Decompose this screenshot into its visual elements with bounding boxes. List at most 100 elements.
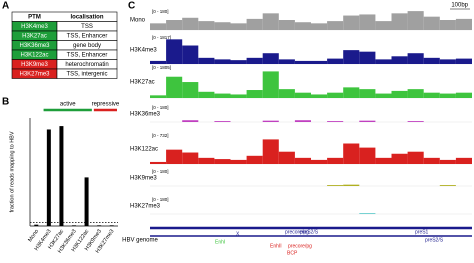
signal-bar [359, 120, 376, 122]
signal-bar [150, 161, 167, 164]
signal-bar [311, 94, 328, 98]
bar [97, 225, 102, 226]
signal-bar [294, 22, 311, 30]
signal-bar [359, 14, 376, 30]
signal-bar [359, 89, 376, 98]
signal-bar [407, 89, 424, 98]
signal-bar [198, 157, 215, 164]
signal-bar [262, 139, 279, 164]
table-header-text: localisation [70, 14, 103, 20]
loc-text: TSS, Enhancer [67, 33, 108, 39]
group-label: repressive [92, 102, 120, 108]
signal-bar [423, 16, 440, 30]
track-range: [0 - 1805] [152, 65, 171, 70]
signal-bar [182, 152, 199, 164]
signal-bar [311, 159, 328, 164]
signal-bar [246, 57, 263, 64]
loc-text: TSS, intergenic [66, 71, 107, 77]
ptm-text: H3K4me3 [21, 24, 48, 30]
track-range: [0 - 180] [152, 197, 169, 202]
signal-bar [150, 95, 167, 98]
signal-bar [375, 21, 392, 30]
signal-bar [230, 159, 247, 164]
ptm-text: H3K122ac [20, 52, 48, 58]
bar [109, 225, 114, 226]
feature-label: precore/pg [288, 243, 312, 249]
bar [59, 126, 64, 226]
signal-bar [327, 58, 344, 64]
signal-bar [294, 157, 311, 164]
feature-label: preS2/S [425, 237, 444, 243]
signal-bar [214, 59, 231, 64]
signal-bar [343, 15, 360, 30]
track-range: [0 - 180] [152, 169, 169, 174]
signal-bar [343, 87, 360, 98]
feature-label: precore/pg [285, 229, 309, 235]
signal-bar [166, 39, 183, 64]
track-range: [0 - 1817] [152, 35, 171, 40]
signal-bar [166, 149, 183, 164]
signal-bar [150, 23, 167, 30]
ptm-text: H3K9me3 [21, 62, 48, 68]
signal-bar [230, 23, 247, 30]
bar [46, 129, 51, 226]
feature-label: preS1 [415, 229, 429, 235]
signal-bar [439, 185, 456, 186]
signal-bar [246, 90, 263, 98]
genome-label: HBV genome [122, 238, 158, 244]
signal-bar [343, 143, 360, 164]
signal-bar [294, 60, 311, 64]
signal-bar [230, 60, 247, 64]
signal-bar [262, 13, 279, 31]
bar [34, 224, 39, 226]
signal-bar [439, 93, 456, 98]
signal-bar [327, 92, 344, 98]
signal-bar [214, 121, 231, 122]
signal-bar [327, 121, 344, 122]
track-range: [0 - 180] [152, 105, 169, 110]
signal-bar [166, 20, 183, 30]
signal-bar [198, 91, 215, 98]
feature-label: preS2/S [300, 229, 319, 235]
signal-bar [327, 157, 344, 164]
signal-bar [423, 157, 440, 164]
panel-label: B [2, 97, 9, 108]
track-name: H3K4me3 [130, 48, 157, 54]
panel-label: A [2, 1, 9, 12]
signal-bar [262, 71, 279, 98]
signal-bar [455, 157, 472, 164]
track-name: H3K36me3 [130, 112, 161, 118]
feature-label: X [236, 231, 240, 237]
signal-bar [343, 50, 360, 64]
ptm-text: H3K36me3 [19, 43, 50, 49]
track-name: H3K122ac [130, 147, 158, 153]
signal-bar [375, 93, 392, 98]
signal-bar [423, 92, 440, 98]
signal-bar [455, 18, 472, 30]
signal-bar [262, 53, 279, 64]
signal-bar [214, 93, 231, 98]
signal-bar [278, 89, 295, 98]
signal-bar [182, 120, 199, 122]
signal-bar [278, 20, 295, 30]
signal-bar [391, 153, 408, 164]
signal-bar [214, 22, 231, 30]
signal-bar [455, 92, 472, 98]
loc-cell [56, 68, 118, 79]
signal-bar [150, 60, 167, 64]
signal-bar [343, 184, 360, 186]
signal-bar [455, 58, 472, 64]
signal-bar [407, 11, 424, 30]
signal-bar [391, 56, 408, 64]
signal-bar [262, 120, 279, 122]
feature-label: EnhI [215, 239, 225, 245]
track-name: H3K27me3 [130, 204, 161, 210]
signal-bar [311, 23, 328, 30]
table-header-text: PTM [28, 14, 41, 20]
signal-bar [439, 159, 456, 164]
signal-bar [278, 59, 295, 64]
feature-label: EnhII [270, 243, 282, 249]
loc-text: gene body [73, 43, 101, 49]
signal-bar [375, 157, 392, 164]
